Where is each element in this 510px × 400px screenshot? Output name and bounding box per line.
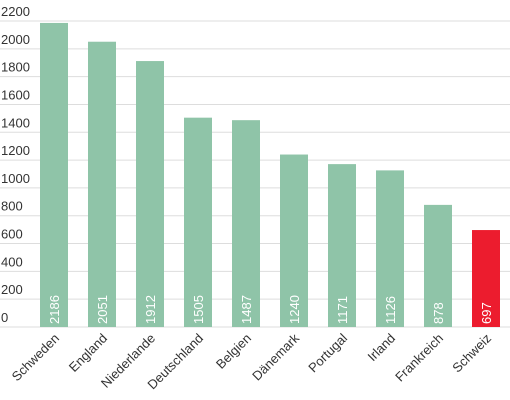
- y-tick-label: 1600: [1, 87, 30, 102]
- bar: [40, 22, 68, 328]
- value-label: 2186: [47, 295, 62, 324]
- x-tick-label: Schweden: [9, 331, 63, 385]
- y-tick-label: 0: [1, 310, 8, 325]
- bar: [424, 204, 452, 327]
- value-label: 1912: [143, 295, 158, 324]
- y-tick-label: 800: [1, 199, 23, 214]
- value-label: 1171: [335, 296, 350, 324]
- bar: [232, 120, 260, 328]
- x-tick-label: Dänemark: [249, 330, 302, 383]
- bar: [280, 154, 308, 327]
- bar: [376, 170, 404, 327]
- value-label: 2051: [95, 295, 110, 324]
- bar: [328, 164, 356, 327]
- y-tick-label: 2000: [1, 32, 30, 47]
- y-tick-label: 600: [1, 227, 23, 242]
- value-label: 697: [479, 302, 494, 324]
- value-label: 1126: [383, 296, 398, 324]
- y-tick-label: 200: [1, 282, 23, 297]
- x-tick-label: England: [66, 331, 110, 375]
- value-label: 1240: [287, 295, 302, 324]
- x-tick-label: Belgien: [213, 331, 254, 372]
- x-tick-label: Portugal: [305, 330, 350, 375]
- x-tick-label: Frankreich: [392, 331, 446, 385]
- bar: [184, 117, 212, 327]
- value-label: 1505: [191, 295, 206, 324]
- bar: [136, 61, 164, 328]
- bar: [88, 41, 116, 327]
- bar: [472, 230, 500, 327]
- y-tick-label: 400: [1, 254, 23, 269]
- x-tick-label: Irland: [365, 331, 399, 365]
- value-label: 1487: [239, 295, 254, 324]
- value-label: 878: [431, 302, 446, 324]
- y-tick-label: 1400: [1, 115, 30, 130]
- y-tick-label: 1800: [1, 60, 30, 75]
- y-tick-label: 1000: [1, 171, 30, 186]
- y-tick-label: 1200: [1, 143, 30, 158]
- x-tick-label: Schweiz: [449, 331, 494, 376]
- y-tick-label: 2200: [1, 4, 30, 19]
